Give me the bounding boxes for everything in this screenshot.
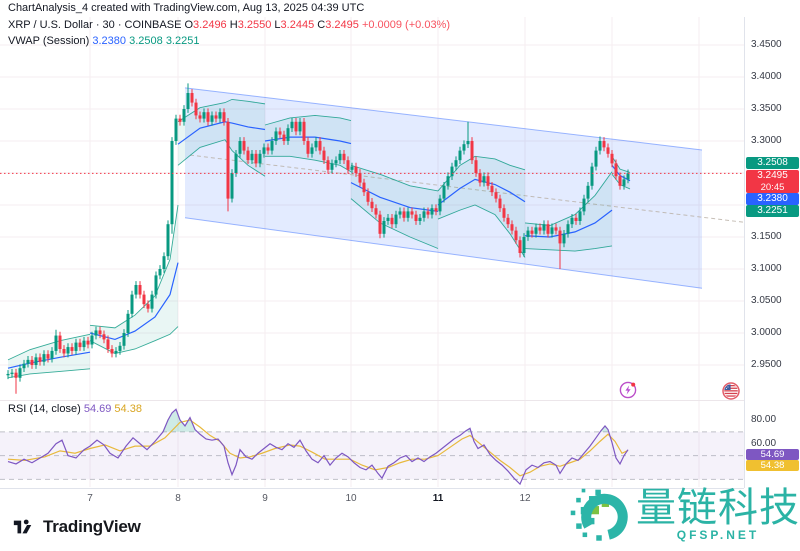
tradingview-wordmark: TradingView [43,517,141,536]
price-badge: 3.2380 [746,193,799,205]
vwap-lower-value: 3.2251 [165,35,200,47]
boost-button[interactable] [619,381,637,399]
rsi-label: RSI [8,403,27,415]
time-axis[interactable]: 7 8 9 10 11 12 [0,488,744,511]
site-watermark: 量链科技 QFSP.NET [568,486,800,548]
symbol-name: XRP / U.S. Dollar · 30 · COINBASE [8,19,182,31]
price-axis-label: 3.3000 [751,135,782,146]
ohlc-high-value: 3.2550 [237,19,272,31]
rsi-params: (14, close) [29,403,81,415]
us-flag-session-icon [722,382,740,400]
ohlc-close-label: C [317,19,326,31]
price-axis-label: 3.0500 [751,295,782,306]
rsi-legend[interactable]: RSI (14, close) 54.69 54.38 [8,403,142,415]
tradingview-mark [13,519,32,534]
time-axis-label: 10 [345,493,357,504]
boost-lightning-icon [619,381,637,399]
rsi-badge: 54.38 [746,459,799,471]
price-axis-label: 3.1500 [751,231,782,242]
ohlc-close-value: 3.2495 [325,19,359,31]
price-axis-label: 3.3500 [751,103,782,114]
time-axis-label: 8 [175,493,181,504]
price-axis-label: 3.4000 [751,71,782,82]
session-flag-button[interactable] [722,382,740,400]
time-axis-label: 12 [519,493,531,504]
rsi-ma-value: 54.38 [114,403,142,415]
rsi-axis-label: 60.00 [751,437,777,449]
rsi-axis-label: 80.00 [751,414,777,425]
ohlc-high-label: H [229,19,238,31]
watermark-title: 量链科技 [636,486,800,530]
ohlc-low-value: 3.2445 [280,19,315,31]
chart-title: ChartAnalysis_4 created with TradingView… [0,0,752,17]
price-axis-label: 2.9500 [751,359,782,370]
tradingview-logo[interactable]: TradingView [10,516,141,538]
ohlc-open-value: 3.2496 [193,19,227,31]
time-axis-label: 11 [432,493,444,504]
time-axis-label: 7 [87,493,93,504]
chart-canvas[interactable] [0,0,744,488]
vwap-value: 3.2380 [92,35,127,47]
price-badge: 3.2508 [746,157,799,169]
price-axis[interactable]: 3.4500 3.4000 3.3500 3.3000 3.1500 3.1000 3.05… [744,0,800,488]
price-axis-label: 3.4500 [751,39,782,50]
price-axis-label: 3.1000 [751,263,782,274]
symbol-legend[interactable]: XRP / U.S. Dollar · 30 · COINBASE O3.249… [8,19,450,31]
change-value: +0.0009 (+0.03%) [361,19,451,31]
price-badge: 3.2251 [746,205,799,217]
vwap-legend[interactable]: VWAP (Session) 3.2380 3.2508 3.2251 [8,35,199,47]
time-axis-label: 9 [262,493,268,504]
price-axis-label: 3.0000 [751,327,782,338]
price-badge: 3.2495 20:45 [746,170,799,193]
watermark-logo-icon [570,488,628,541]
rsi-badge: 54.69 [746,449,799,460]
watermark-subtitle: QFSP.NET [676,528,760,542]
vwap-label: VWAP (Session) [8,35,90,47]
ohlc-open-label: O [184,19,194,31]
ohlc-low-label: L [274,19,281,31]
rsi-value: 54.69 [83,403,112,415]
vwap-upper-value: 3.2508 [129,35,163,47]
